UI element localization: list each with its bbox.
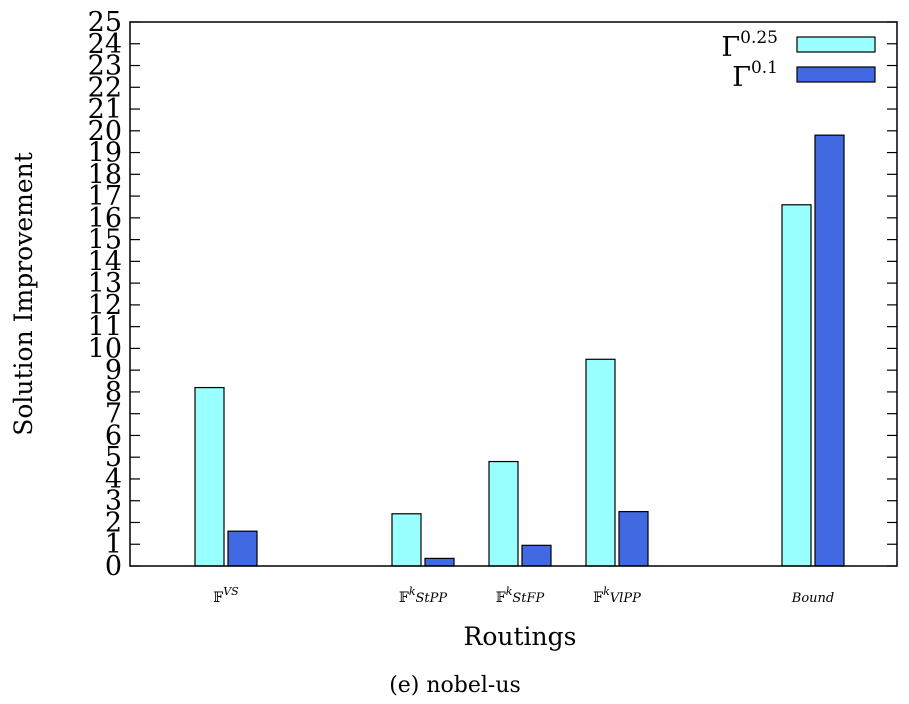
y-tick-label: 11 <box>88 312 122 343</box>
bar <box>814 134 845 567</box>
y-tick-label: 19 <box>88 138 122 169</box>
y-tick-label: 8 <box>105 377 122 408</box>
y-tick-label: 21 <box>88 94 122 125</box>
y-tick-label: 10 <box>88 333 122 364</box>
y-axis-title: Solution Improvement <box>9 152 38 436</box>
y-tick-label: 7 <box>105 399 122 430</box>
y-tick-label: 18 <box>88 159 122 190</box>
bar <box>424 557 455 567</box>
bar <box>227 530 258 567</box>
y-tick-label: 12 <box>88 290 122 321</box>
y-tick-label: 5 <box>105 442 122 473</box>
x-category-label: 𝔽VS <box>213 585 239 606</box>
y-tick-label: 25 <box>88 7 122 38</box>
y-axis-ticks: 0123456789101112131415161718192021222324… <box>88 7 897 582</box>
plot-frame <box>129 21 898 567</box>
y-tick-label: 22 <box>88 72 122 103</box>
y-tick-label: 20 <box>88 116 122 147</box>
y-tick-label: 24 <box>88 29 122 60</box>
bar <box>781 204 812 567</box>
x-axis-title: Routings <box>464 622 577 651</box>
x-axis-category-labels: 𝔽VS 𝔽kStPP 𝔽kStFP 𝔽kVlPP Bound <box>213 585 834 606</box>
y-tick-label: 0 <box>105 551 122 582</box>
bar <box>618 511 649 567</box>
y-tick-label: 3 <box>105 486 122 517</box>
y-tick-label: 15 <box>88 225 122 256</box>
y-tick-label: 2 <box>105 507 122 538</box>
bar <box>521 544 552 567</box>
legend-label: Γ0.25 <box>721 28 778 63</box>
y-tick-label: 1 <box>105 529 122 560</box>
y-tick-label: 6 <box>105 420 122 451</box>
x-category-label: 𝔽kStFP <box>496 585 545 606</box>
y-tick-label: 17 <box>88 181 122 212</box>
legend-label: Γ0.1 <box>732 58 778 93</box>
y-tick-label: 13 <box>88 268 122 299</box>
legend-swatch <box>796 36 876 53</box>
y-tick-label: 16 <box>88 203 122 234</box>
y-tick-label: 9 <box>105 355 122 386</box>
bar <box>585 358 616 567</box>
x-category-label: 𝔽kVlPP <box>593 585 641 606</box>
y-tick-label: 4 <box>105 464 122 495</box>
y-tick-label: 14 <box>88 246 122 277</box>
bar <box>391 513 422 567</box>
legend-swatch <box>796 66 876 83</box>
bar <box>194 386 225 567</box>
x-category-label: 𝔽kStPP <box>399 585 448 606</box>
y-tick-label: 23 <box>88 51 122 82</box>
figure-caption: (e) nobel-us <box>389 673 521 698</box>
bar <box>488 460 519 567</box>
bar-group <box>194 134 845 567</box>
x-category-label: Bound <box>791 591 834 606</box>
